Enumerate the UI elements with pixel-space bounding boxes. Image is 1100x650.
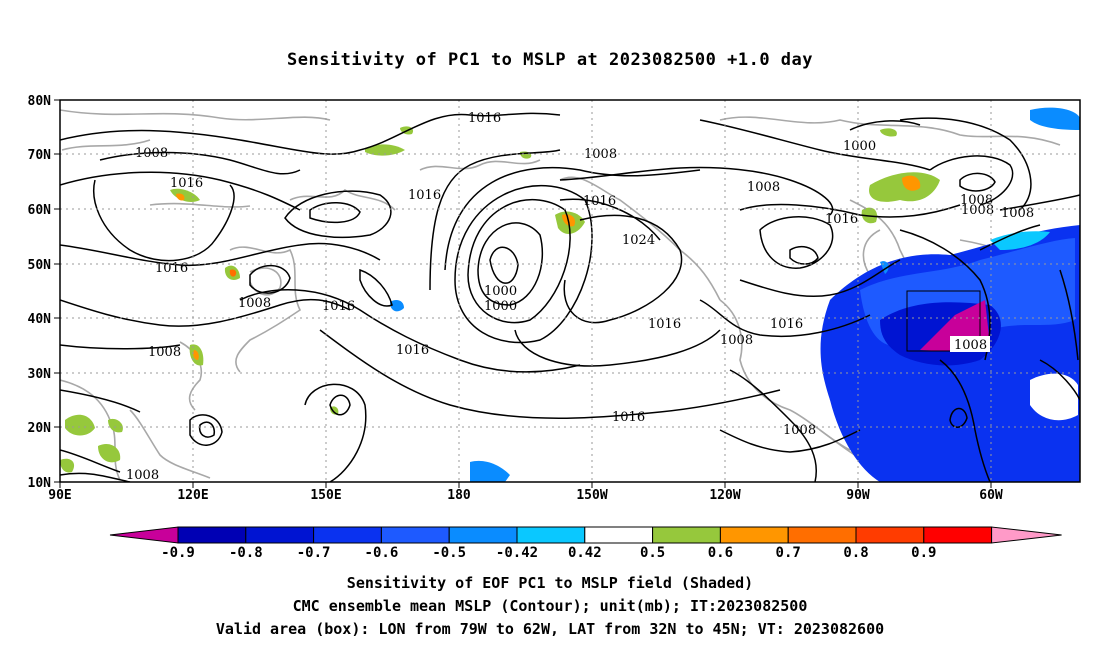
colorbar-tick-label: -0.5 <box>432 545 466 560</box>
colorbar-tick-label: 0.6 <box>708 545 733 560</box>
lat-label: 20N <box>28 421 52 436</box>
colorbar-box <box>380 526 450 544</box>
contour-label: 1008 <box>720 333 753 348</box>
axis-ticks <box>54 99 992 488</box>
colorbar-box <box>177 526 247 544</box>
caption-valid-area: Valid area (box): LON from 79W to 62W, L… <box>215 620 885 638</box>
colorbar-tick-label: 0.9 <box>911 545 936 560</box>
colorbar-tick-label: 0.5 <box>640 545 665 560</box>
contour-label: 1000 <box>484 299 517 314</box>
contour-label: 1016 <box>322 299 355 314</box>
colorbar-tick-label: -0.7 <box>297 545 331 560</box>
colorbar-tick-label: -0.6 <box>365 545 399 560</box>
figure-title: Sensitivity of PC1 to MSLP at 2023082500… <box>286 50 813 70</box>
lon-label: 150E <box>310 488 341 503</box>
contour-label: 1016 <box>468 111 501 126</box>
contour-label: 1008 <box>148 345 181 360</box>
colorbar-tick-label: 0.8 <box>843 545 868 560</box>
lat-label: 50N <box>28 258 52 273</box>
contour-label: 1016 <box>770 317 803 332</box>
lon-label: 90W <box>846 488 870 503</box>
colorbar-box <box>719 526 789 544</box>
colorbar-box <box>923 526 993 544</box>
contour-label: 1016 <box>583 194 616 209</box>
contour-label: 1008 <box>960 193 993 208</box>
contour-label: 1000 <box>843 139 876 154</box>
contour-label: 1016 <box>170 176 203 191</box>
colorbar-tick-label: -0.8 <box>229 545 263 560</box>
colorbar: -0.9 -0.8 -0.7 -0.6 -0.5 -0.42 0.42 0.5 0.6 0.7 0.… <box>109 526 1062 560</box>
lat-label: 30N <box>28 367 52 382</box>
caption-contours: CMC ensemble mean MSLP (Contour); unit(m… <box>292 597 808 615</box>
lat-axis-labels: 80N 70N 60N 50N 40N 30N 20N 10N <box>28 94 52 491</box>
colorbar-box <box>448 526 518 544</box>
sensitivity-map: 1016 1008 1008 1016 1016 1008 1008 1016 … <box>28 94 1081 560</box>
colorbar-box <box>313 526 382 544</box>
contour-label: 1024 <box>622 233 655 248</box>
contour-label: 1016 <box>825 212 858 227</box>
colorbar-box <box>245 526 315 544</box>
colorbar-box <box>652 526 721 544</box>
colorbar-box <box>787 526 857 544</box>
contour-label: 1008 <box>747 180 780 195</box>
lon-label: 150W <box>576 488 607 503</box>
colorbar-box <box>855 526 925 544</box>
map-frame <box>59 99 1081 483</box>
contour-label: 1016 <box>612 410 645 425</box>
colorbar-left-arrow <box>109 526 179 544</box>
contour-label: 1016 <box>396 343 429 358</box>
lat-label: 60N <box>28 203 52 218</box>
lat-label: 10N <box>28 476 52 491</box>
colorbar-box <box>584 526 654 544</box>
lon-label: 120W <box>709 488 740 503</box>
colorbar-tick-label: -0.9 <box>161 545 195 560</box>
colorbar-tick-label: 0.42 <box>568 545 602 560</box>
colorbar-tick-label: 0.7 <box>776 545 801 560</box>
contour-label: 1008 <box>783 423 816 438</box>
lon-label: 180 <box>447 488 471 503</box>
lon-label: 120E <box>177 488 208 503</box>
contour-label: 1008 <box>126 468 159 483</box>
caption-shading: Sensitivity of EOF PC1 to MSLP field (Sh… <box>346 574 754 592</box>
lat-label: 70N <box>28 148 52 163</box>
colorbar-tick-label: -0.42 <box>496 545 538 560</box>
lon-axis-labels: 90E 120E 150E 180 150W 120W 90W 60W <box>48 488 1003 503</box>
valid-area-box <box>906 290 981 352</box>
contour-label: 1008 <box>1001 206 1034 221</box>
colorbar-box <box>516 526 586 544</box>
mslp-contours <box>60 112 1080 482</box>
lon-label: 90E <box>48 488 71 503</box>
box-label-bg <box>950 336 990 352</box>
contour-label: 1016 <box>408 188 441 203</box>
contour-label: 1016 <box>155 261 188 276</box>
lat-label: 40N <box>28 312 52 327</box>
contour-label: 1008 <box>238 296 271 311</box>
lon-label: 60W <box>979 488 1003 503</box>
contour-label: 1000 <box>484 284 517 299</box>
contour-label: 1016 <box>648 317 681 332</box>
sensitivity-shading <box>60 107 1080 482</box>
lat-label: 80N <box>28 94 52 109</box>
gridlines <box>60 100 1080 482</box>
contour-label: 1008 <box>961 203 994 218</box>
colorbar-right-arrow <box>991 526 1062 544</box>
contour-label: 1008 <box>954 338 987 353</box>
